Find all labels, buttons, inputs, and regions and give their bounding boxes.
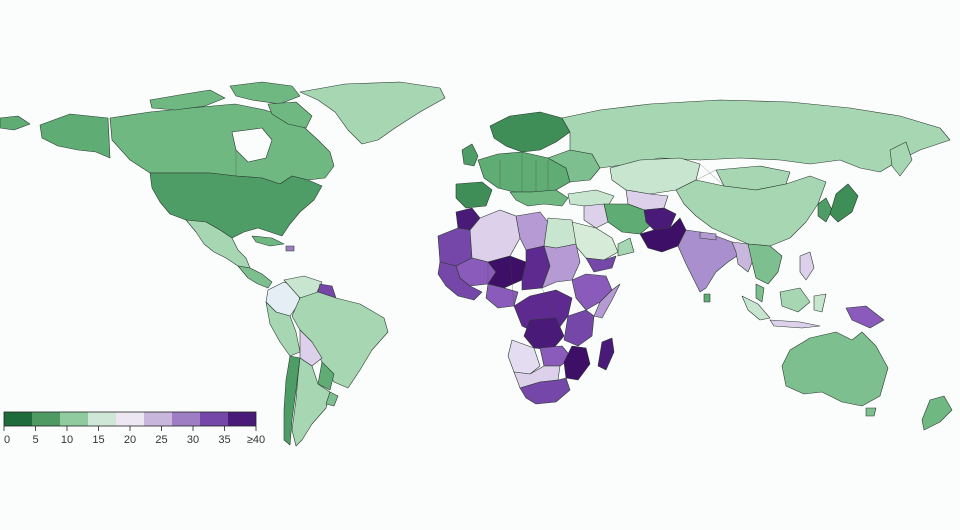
- region-iran: [603, 203, 653, 235]
- legend-swatch: [144, 412, 172, 426]
- region-greenland: [299, 81, 446, 145]
- region-alaska: [39, 113, 111, 159]
- region-mozambique: [563, 345, 591, 381]
- region-madagascar: [597, 337, 615, 371]
- region-kenya-tanzania: [563, 309, 595, 347]
- region-arctic-islands-2: [229, 81, 301, 105]
- region-libya: [515, 211, 549, 251]
- region-drc-congo: [523, 317, 565, 351]
- region-malaysia-peninsula: [755, 283, 765, 303]
- legend-swatch: [88, 412, 116, 426]
- region-indonesia-sumatra: [741, 295, 771, 321]
- region-new-zealand: [921, 395, 953, 431]
- legend-tick-label: 10: [61, 434, 73, 446]
- region-scandinavia: [489, 111, 571, 153]
- region-western-europe: [477, 151, 571, 193]
- legend-tick-label: 15: [92, 434, 104, 446]
- region-bolivia: [299, 329, 323, 367]
- legend-tick-label: 30: [187, 434, 199, 446]
- region-philippines: [799, 251, 815, 281]
- region-yemen: [585, 255, 617, 273]
- region-south-africa: [519, 377, 571, 405]
- region-indonesia-java: [769, 319, 821, 329]
- region-paraguay: [317, 361, 335, 391]
- region-indochina: [747, 243, 783, 285]
- region-argentina: [291, 357, 331, 447]
- region-uk: [461, 143, 479, 167]
- region-oman: [617, 237, 635, 257]
- region-korea: [817, 197, 833, 223]
- legend-swatch: [116, 412, 144, 426]
- legend-tick-label: 5: [32, 434, 38, 446]
- legend-swatch: [228, 412, 256, 426]
- region-australia: [781, 331, 889, 407]
- region-west-africa-coast: [437, 261, 483, 301]
- legend-swatch: [32, 412, 60, 426]
- region-arctic-islands: [149, 89, 226, 111]
- region-alaska-west-tip: [0, 115, 31, 131]
- region-egypt: [543, 217, 577, 249]
- region-uruguay: [325, 391, 339, 407]
- region-saudi-arabia: [571, 221, 619, 261]
- legend-tick-label: ≥40: [247, 434, 265, 446]
- region-haiti: [285, 245, 295, 252]
- legend-tick-label: 0: [4, 434, 10, 446]
- region-iberia: [455, 181, 493, 209]
- legend-tick-label: 25: [155, 434, 167, 446]
- legend-tick-label: 35: [218, 434, 230, 446]
- region-tasmania: [865, 407, 877, 417]
- legend-ticks: [3, 426, 257, 431]
- legend-tick-label: 20: [124, 434, 136, 446]
- legend-swatch: [4, 412, 32, 426]
- region-china: [675, 175, 827, 247]
- region-sri-lanka: [703, 293, 711, 303]
- legend-swatch: [60, 412, 88, 426]
- region-iraq-syria: [583, 203, 609, 229]
- region-russia: [561, 99, 951, 173]
- border-lines: [235, 150, 725, 319]
- region-kamchatka: [889, 141, 913, 177]
- region-turkey: [567, 189, 615, 207]
- region-central-america: [237, 265, 273, 289]
- region-indonesia-borneo: [779, 287, 811, 313]
- region-baffin: [267, 101, 313, 129]
- region-japan: [829, 183, 859, 223]
- region-cuba: [251, 235, 285, 247]
- region-usa: [149, 172, 323, 239]
- legend: 0 5 10 15 20 25 30 35 ≥40: [3, 411, 265, 446]
- region-niger: [487, 255, 527, 289]
- region-nepal: [699, 231, 717, 241]
- legend-swatch: [172, 412, 200, 426]
- region-italy-balkans: [509, 189, 569, 207]
- region-indonesia-sulawesi: [813, 293, 827, 313]
- legend-swatch: [200, 412, 228, 426]
- region-papua-new-guinea: [845, 305, 885, 329]
